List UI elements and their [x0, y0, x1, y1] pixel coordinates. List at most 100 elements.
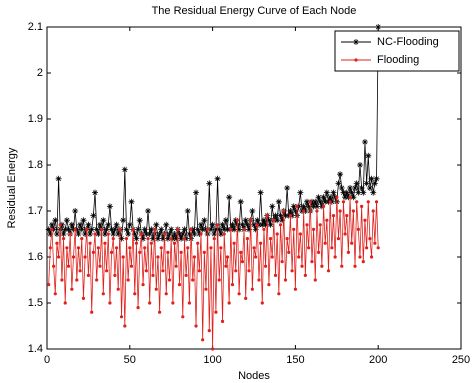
series-line	[48, 197, 379, 350]
marker	[318, 203, 325, 210]
legend-label: Flooding	[377, 54, 419, 66]
marker	[92, 189, 99, 196]
marker	[298, 232, 302, 236]
marker	[120, 217, 127, 224]
marker	[96, 246, 100, 250]
marker	[50, 226, 57, 233]
marker	[262, 221, 269, 228]
marker	[300, 203, 307, 210]
marker	[251, 221, 257, 228]
marker	[105, 269, 109, 273]
marker	[312, 227, 316, 231]
y-tick-label: 1.4	[28, 343, 43, 355]
marker	[252, 246, 256, 250]
marker	[361, 260, 365, 264]
marker	[299, 208, 306, 214]
marker	[63, 217, 70, 224]
marker	[63, 301, 67, 305]
marker	[113, 273, 117, 277]
marker	[50, 227, 54, 231]
marker	[149, 241, 153, 245]
marker	[158, 226, 165, 233]
marker	[310, 203, 317, 210]
marker	[340, 189, 347, 196]
marker	[131, 227, 135, 231]
marker	[78, 226, 85, 233]
marker	[229, 227, 233, 231]
marker	[105, 221, 112, 228]
marker	[61, 237, 66, 241]
marker	[222, 232, 226, 236]
marker	[305, 203, 312, 210]
marker	[322, 198, 329, 205]
y-tick-label: 1.8	[28, 159, 43, 171]
marker	[337, 171, 344, 178]
marker	[272, 218, 276, 222]
marker	[211, 347, 215, 351]
marker	[55, 175, 62, 182]
marker	[247, 269, 251, 273]
marker	[148, 226, 155, 233]
marker	[244, 296, 248, 300]
marker	[86, 273, 90, 277]
marker	[176, 227, 180, 231]
marker	[342, 194, 349, 201]
marker	[123, 324, 127, 328]
marker	[216, 226, 223, 233]
marker	[113, 221, 120, 228]
marker	[154, 235, 161, 242]
marker	[153, 221, 160, 228]
marker	[279, 217, 286, 224]
marker	[60, 231, 67, 237]
marker	[56, 255, 61, 259]
marker	[47, 283, 51, 287]
marker	[220, 319, 225, 323]
marker	[239, 221, 246, 228]
marker	[365, 246, 369, 250]
marker	[285, 237, 289, 241]
marker	[149, 235, 156, 242]
marker	[348, 189, 355, 196]
marker	[300, 264, 304, 268]
marker	[285, 212, 292, 219]
marker	[328, 200, 332, 204]
marker	[90, 310, 94, 314]
marker	[68, 232, 72, 236]
marker	[229, 221, 236, 228]
marker	[85, 227, 89, 231]
marker	[192, 255, 196, 259]
marker	[237, 292, 241, 296]
marker	[376, 246, 380, 250]
marker	[260, 217, 267, 224]
marker	[114, 246, 119, 250]
marker	[156, 255, 160, 259]
marker	[143, 246, 147, 250]
marker	[90, 212, 97, 219]
marker	[151, 273, 155, 277]
marker	[321, 204, 326, 208]
marker	[360, 189, 367, 196]
marker	[111, 226, 118, 233]
marker	[345, 194, 352, 201]
marker	[360, 204, 364, 208]
marker	[163, 221, 170, 228]
x-axis-label: Nodes	[238, 370, 270, 382]
marker	[194, 226, 201, 233]
marker	[106, 203, 113, 210]
marker	[272, 212, 279, 219]
marker	[106, 232, 110, 236]
marker	[371, 209, 375, 213]
marker	[52, 264, 56, 268]
marker	[260, 301, 264, 305]
marker	[262, 227, 266, 231]
marker	[126, 278, 130, 282]
marker	[358, 255, 362, 259]
marker	[255, 223, 259, 227]
marker	[259, 221, 266, 228]
marker	[135, 226, 142, 233]
marker	[128, 198, 135, 205]
marker	[179, 231, 186, 237]
marker	[177, 283, 182, 287]
marker	[249, 208, 256, 214]
